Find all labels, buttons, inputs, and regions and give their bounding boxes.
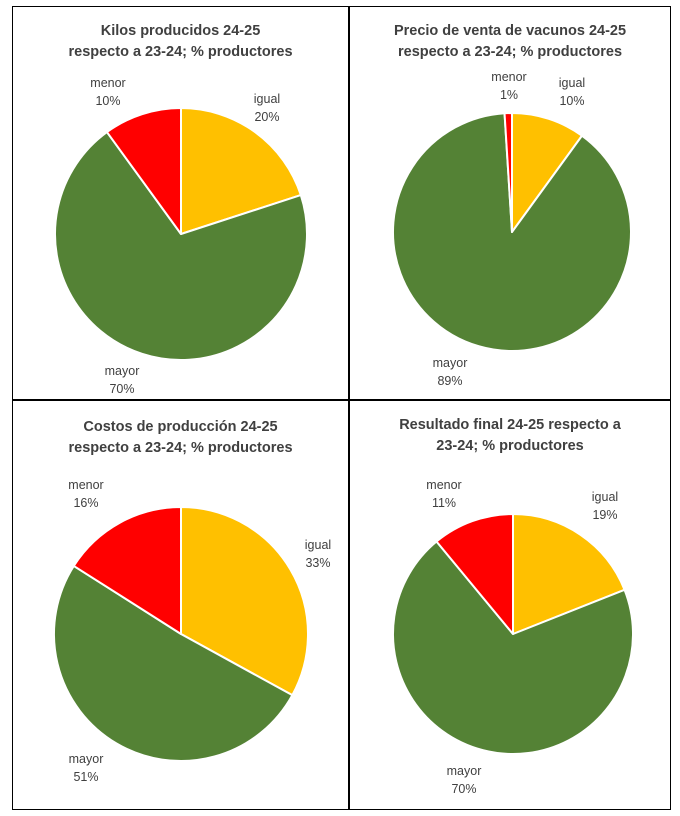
- pie-slice-menor: [503, 111, 513, 233]
- pie-slice-mayor: [54, 131, 308, 361]
- chart-panel-kilos: Kilos producidos 24-25 respecto a 23-24;…: [12, 6, 349, 400]
- slice-label-value-igual: 19%: [592, 508, 617, 522]
- slice-label-value-menor: 16%: [73, 496, 98, 510]
- chart-title: Kilos producidos 24-25 respecto a 23-24;…: [13, 21, 348, 63]
- slice-label-name-mayor: mayor: [105, 364, 140, 378]
- slice-label-value-igual: 33%: [305, 556, 330, 570]
- slice-label-name-mayor: mayor: [447, 764, 482, 778]
- chart-title: Resultado final 24-25 respecto a 23-24; …: [350, 415, 670, 457]
- slice-label-value-igual: 10%: [559, 94, 584, 108]
- pie-chart-resultado: igual 19% mayor 70% menor 11%: [392, 478, 634, 796]
- slice-label-value-mayor: 70%: [109, 382, 134, 396]
- chart-title: Precio de venta de vacunos 24-25 respect…: [350, 21, 670, 63]
- slice-label-value-menor: 11%: [432, 496, 456, 510]
- slice-label-name-menor: menor: [90, 76, 125, 90]
- chart-title-line-2: 23-24; % productores: [436, 438, 584, 454]
- chart-panel-precio: Precio de venta de vacunos 24-25 respect…: [349, 6, 671, 400]
- slice-label-name-mayor: mayor: [433, 356, 468, 370]
- slice-label-value-mayor: 89%: [437, 374, 462, 388]
- slice-label-name-menor: menor: [68, 478, 103, 492]
- pie-slice-igual: [180, 107, 302, 235]
- pie-chart-precio: igual 10% mayor 89% menor 1%: [391, 70, 632, 388]
- slice-label-value-igual: 20%: [254, 110, 279, 124]
- slice-label-value-menor: 10%: [95, 94, 120, 108]
- chart-title-line-1: Precio de venta de vacunos 24-25: [393, 23, 627, 39]
- pie-slice-igual: [180, 506, 309, 697]
- slice-label-value-mayor: 51%: [73, 770, 98, 784]
- slice-label-name-igual: igual: [254, 92, 280, 106]
- chart-title-line-2: respecto a 23-24; % productores: [397, 44, 623, 60]
- slice-label-name-mayor: mayor: [69, 752, 104, 766]
- pie-chart-costos: igual 33% mayor 51% menor 16%: [53, 478, 331, 784]
- pie-slice-mayor: [392, 540, 634, 755]
- pie-slice-igual: [511, 112, 583, 233]
- pie-slice-menor: [72, 506, 182, 635]
- pie-chart-kilos: igual 20% mayor 70% menor 10%: [54, 76, 308, 396]
- chart-panel-resultado: Resultado final 24-25 respecto a 23-24; …: [349, 400, 671, 810]
- slice-label-name-igual: igual: [305, 538, 331, 552]
- pie-slice-menor: [105, 107, 182, 235]
- chart-title-line-1: Resultado final 24-25 respecto a: [399, 417, 621, 433]
- slice-label-name-menor: menor: [491, 70, 526, 84]
- slice-label-name-menor: menor: [426, 478, 461, 492]
- slice-label-name-igual: igual: [559, 76, 585, 90]
- chart-title-line-1: Costos de producción 24-25: [83, 419, 278, 435]
- chart-title-line-1: Kilos producidos 24-25: [100, 23, 261, 39]
- slice-label-value-mayor: 70%: [451, 782, 476, 796]
- chart-title-line-2: respecto a 23-24; % productores: [68, 440, 293, 456]
- pie-slice-mayor: [53, 564, 294, 762]
- chart-panel-costos: Costos de producción 24-25 respecto a 23…: [12, 400, 349, 810]
- chart-title: Costos de producción 24-25 respecto a 23…: [13, 417, 348, 459]
- chart-title-line-2: respecto a 23-24; % productores: [68, 44, 293, 60]
- slice-label-value-menor: 1%: [500, 88, 518, 102]
- pie-slice-menor: [435, 513, 514, 635]
- slice-label-name-igual: igual: [592, 490, 618, 504]
- pie-slice-igual: [512, 513, 626, 635]
